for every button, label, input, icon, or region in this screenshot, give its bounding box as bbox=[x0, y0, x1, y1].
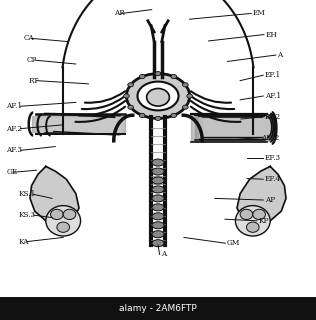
Polygon shape bbox=[237, 166, 286, 226]
Ellipse shape bbox=[152, 240, 164, 247]
Text: GE: GE bbox=[6, 168, 18, 176]
Text: EF.1: EF.1 bbox=[265, 71, 281, 79]
Bar bbox=[0, 297, 316, 320]
Ellipse shape bbox=[183, 83, 188, 87]
Ellipse shape bbox=[128, 83, 133, 87]
Ellipse shape bbox=[124, 94, 129, 98]
Ellipse shape bbox=[171, 113, 177, 117]
Text: KS.3: KS.3 bbox=[19, 211, 36, 219]
Text: KP: KP bbox=[258, 217, 269, 225]
Polygon shape bbox=[30, 166, 79, 226]
Ellipse shape bbox=[240, 209, 253, 220]
Ellipse shape bbox=[152, 159, 164, 166]
Text: A: A bbox=[277, 51, 283, 59]
Ellipse shape bbox=[152, 231, 164, 238]
Text: EH: EH bbox=[265, 31, 277, 39]
Ellipse shape bbox=[51, 209, 63, 220]
Ellipse shape bbox=[63, 209, 76, 220]
Ellipse shape bbox=[235, 206, 270, 236]
Text: CP: CP bbox=[27, 56, 37, 64]
Text: EF.4: EF.4 bbox=[265, 175, 281, 183]
Ellipse shape bbox=[155, 116, 161, 121]
Ellipse shape bbox=[152, 213, 164, 220]
Text: AF.2: AF.2 bbox=[6, 125, 22, 133]
Text: EF.2: EF.2 bbox=[265, 113, 281, 121]
Ellipse shape bbox=[152, 177, 164, 184]
Text: AR: AR bbox=[114, 10, 125, 18]
Text: AF.1: AF.1 bbox=[265, 92, 281, 100]
Ellipse shape bbox=[139, 75, 145, 79]
Text: AF.1: AF.1 bbox=[6, 102, 22, 110]
Text: GM: GM bbox=[227, 239, 240, 247]
Ellipse shape bbox=[126, 74, 190, 118]
Ellipse shape bbox=[152, 195, 164, 202]
Ellipse shape bbox=[139, 113, 145, 117]
Text: AP: AP bbox=[265, 196, 275, 204]
Ellipse shape bbox=[137, 82, 179, 110]
Ellipse shape bbox=[152, 186, 164, 193]
Text: EF.3: EF.3 bbox=[265, 155, 281, 163]
Ellipse shape bbox=[128, 105, 133, 109]
Ellipse shape bbox=[253, 209, 265, 220]
Ellipse shape bbox=[171, 75, 177, 79]
Text: AF. 2: AF. 2 bbox=[261, 134, 279, 142]
Text: KA: KA bbox=[19, 237, 29, 246]
Ellipse shape bbox=[183, 105, 188, 109]
Text: EM: EM bbox=[253, 10, 266, 18]
Text: AF.3: AF.3 bbox=[6, 147, 22, 155]
Ellipse shape bbox=[152, 168, 164, 175]
Text: CA: CA bbox=[24, 35, 34, 43]
Ellipse shape bbox=[152, 222, 164, 229]
Text: RT: RT bbox=[28, 77, 39, 85]
Ellipse shape bbox=[152, 204, 164, 211]
Text: A: A bbox=[161, 251, 167, 259]
Ellipse shape bbox=[57, 222, 70, 232]
Ellipse shape bbox=[155, 72, 161, 76]
Ellipse shape bbox=[46, 206, 81, 236]
Text: alamy - 2AM6FTP: alamy - 2AM6FTP bbox=[119, 304, 197, 313]
Ellipse shape bbox=[187, 94, 192, 98]
Ellipse shape bbox=[147, 89, 169, 106]
Ellipse shape bbox=[246, 222, 259, 232]
Text: KS.1: KS.1 bbox=[19, 190, 36, 198]
